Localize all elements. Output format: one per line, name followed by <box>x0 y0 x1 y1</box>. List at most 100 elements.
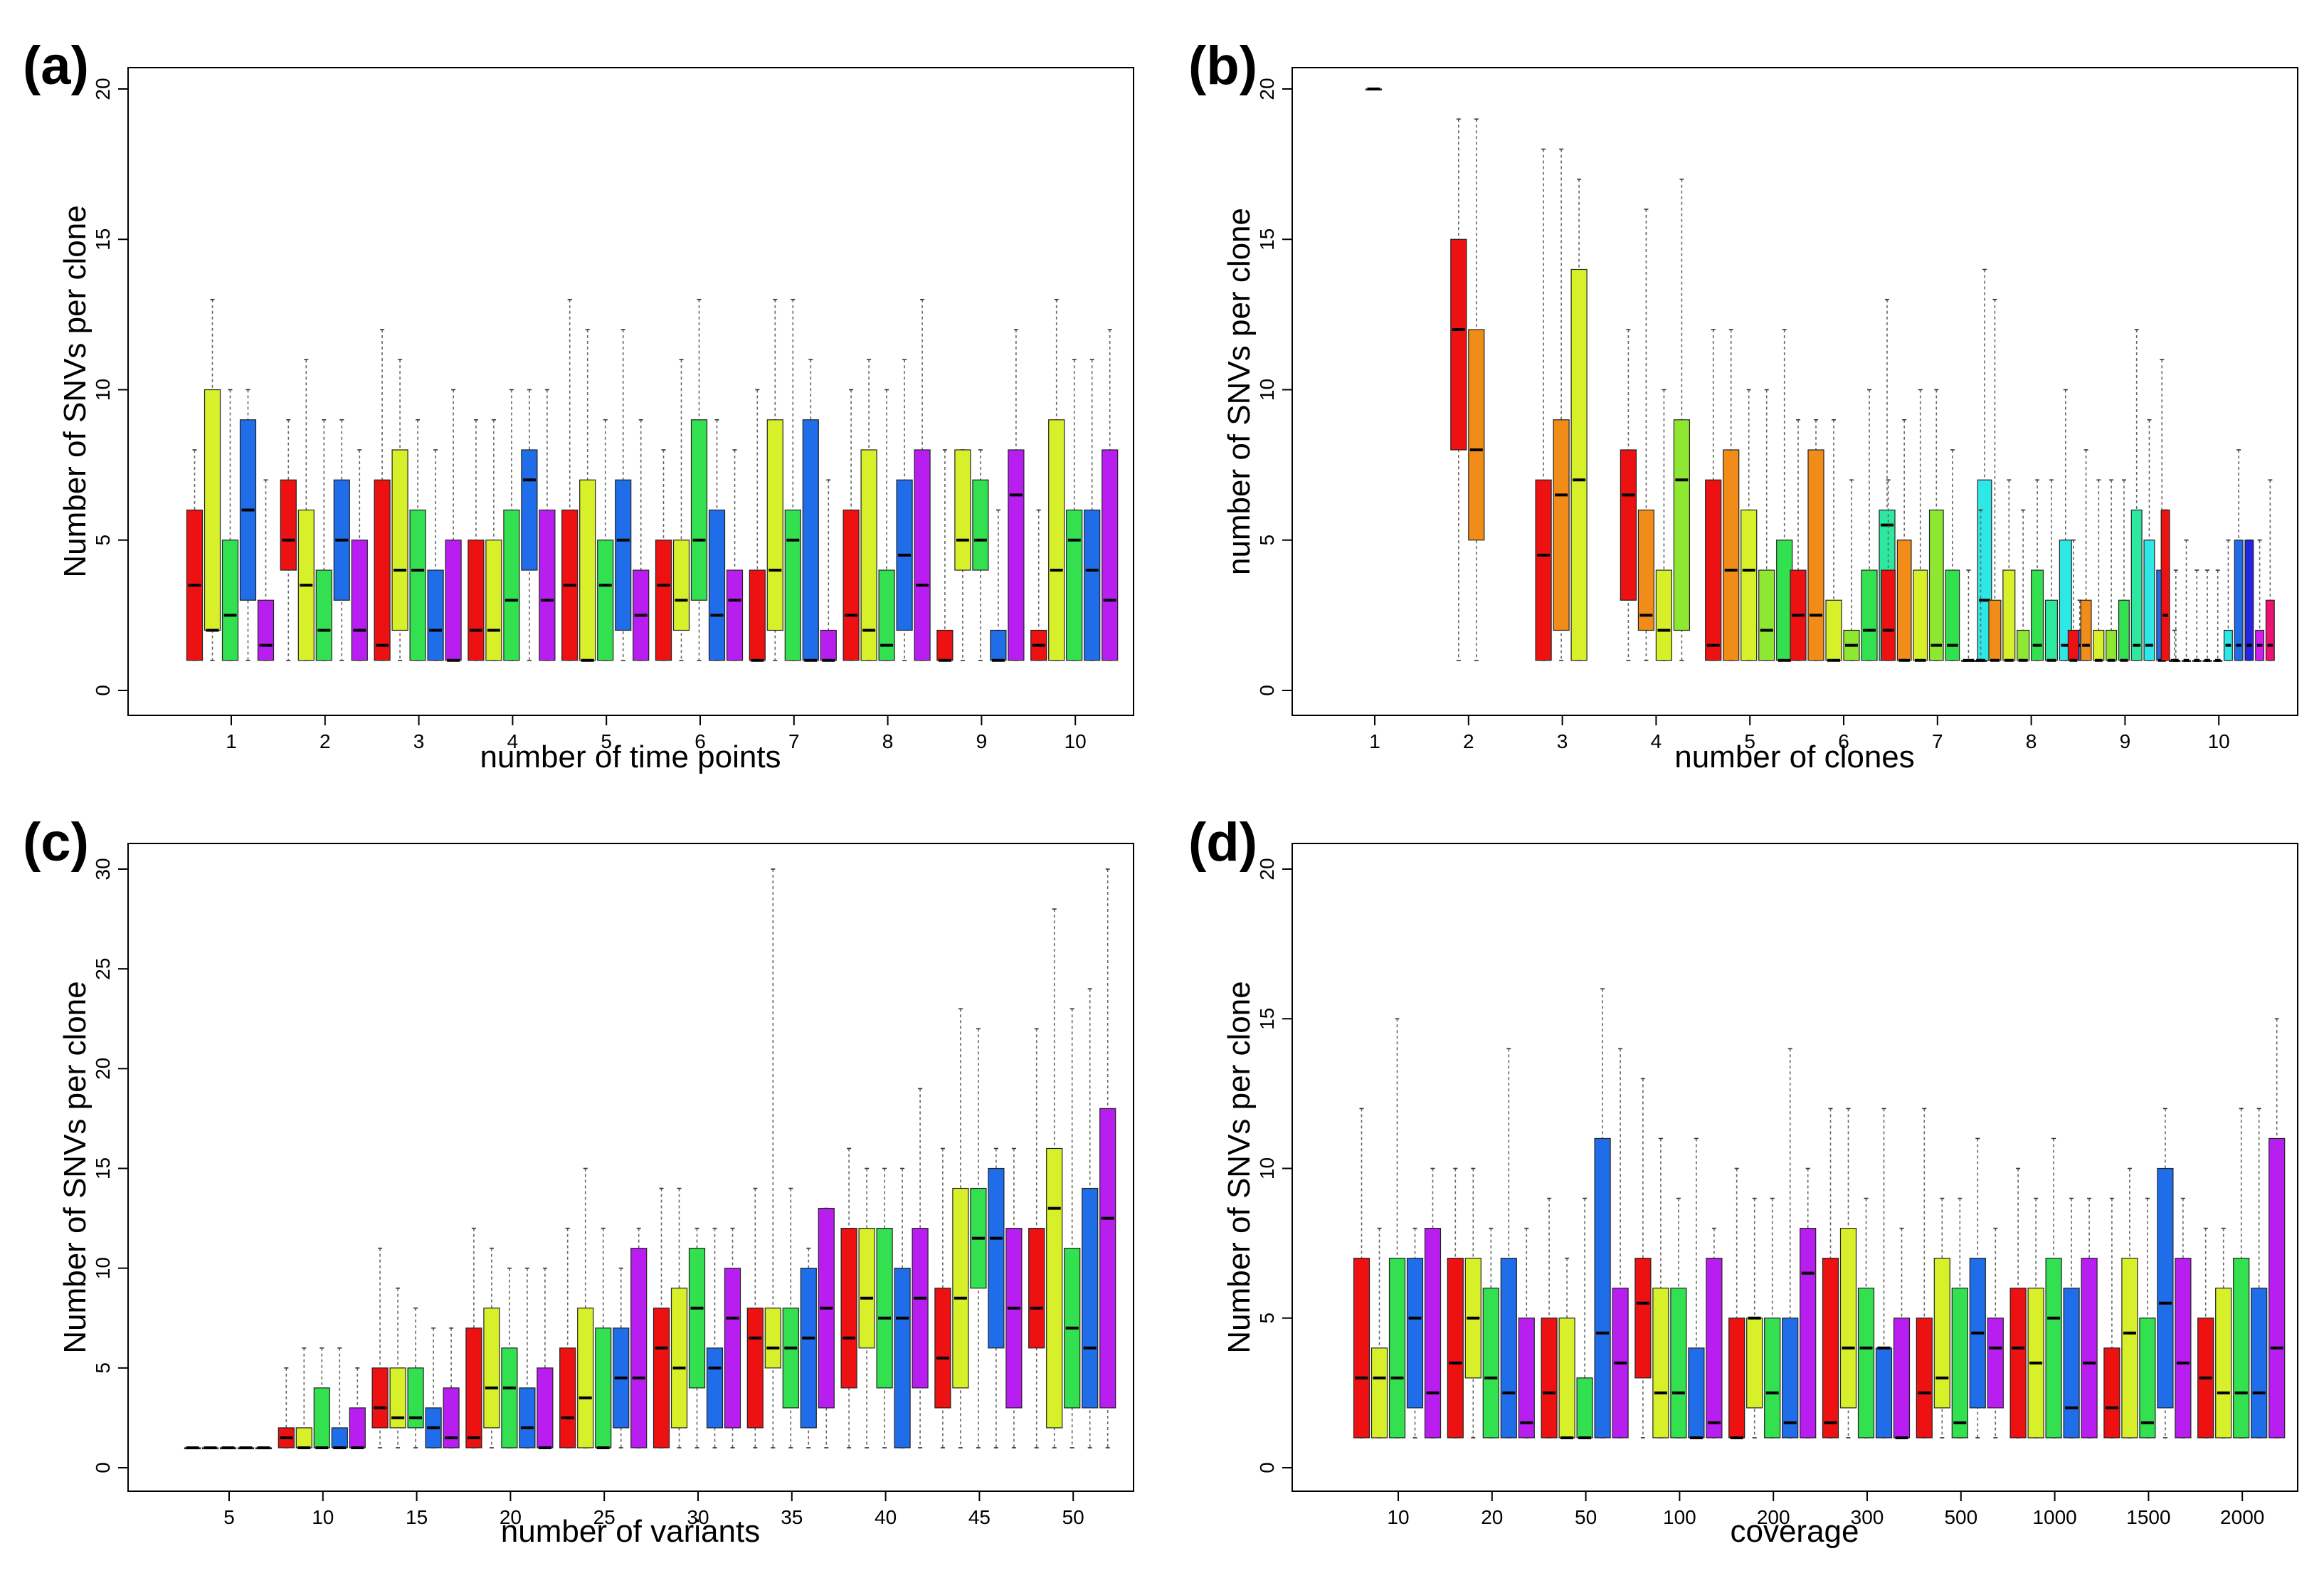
y-tick-label: 20 <box>1256 78 1278 100</box>
y-axis-title-b: number of SNVs per clone <box>1222 208 1257 575</box>
box-body <box>2002 569 2016 661</box>
box-body <box>1776 540 1793 661</box>
box-c-45-5 <box>1005 1147 1023 1449</box>
box-body <box>1046 1147 1063 1429</box>
box-body <box>954 449 971 571</box>
box-c-35-2 <box>764 868 781 1449</box>
box-body <box>746 1308 764 1429</box>
box-c-10-2 <box>295 1347 312 1449</box>
box-body <box>519 1387 536 1449</box>
box-body <box>690 419 708 601</box>
box-b-10-5 <box>2202 569 2212 662</box>
x-axis-title-c: number of variants <box>501 1514 760 1549</box>
box-body <box>1028 1227 1045 1349</box>
box-body <box>2118 599 2130 661</box>
box-body <box>843 509 860 661</box>
box-body <box>936 629 954 661</box>
box-b-2-2 <box>1468 118 1485 661</box>
box-body <box>315 569 332 661</box>
box-a-1-3 <box>221 389 239 661</box>
y-tick-label: 0 <box>92 1462 114 1473</box>
box-c-20-4 <box>519 1267 536 1449</box>
box-body <box>2009 1288 2027 1439</box>
box-body <box>1688 1347 1705 1439</box>
box-body <box>1928 509 1944 661</box>
y-tick-label: 15 <box>92 1157 114 1179</box>
y-tick-label: 15 <box>1256 228 1278 251</box>
box-d-500-1 <box>1916 1108 1933 1439</box>
box-d-500-3 <box>1951 1197 1968 1439</box>
x-tick-label: 9 <box>2120 730 2131 752</box>
box-c-40-5 <box>912 1088 929 1449</box>
box-b-5-3 <box>1741 389 1758 661</box>
box-body <box>597 540 614 661</box>
box-c-30-5 <box>724 1227 741 1449</box>
panel-b: (b) 0 5 10 15 20 1 2 3 4 5 6 7 8 9 10 number of clone… <box>1188 36 2298 774</box>
box-d-300-1 <box>1822 1108 1839 1439</box>
box-body <box>878 569 895 661</box>
box-body <box>1084 509 1101 661</box>
box-body <box>1424 1227 1442 1439</box>
box-body <box>706 1347 724 1429</box>
box-body <box>1705 479 1722 661</box>
box-body <box>374 479 391 661</box>
box-b-4-2 <box>1637 209 1654 661</box>
box-b-7-5 <box>1945 449 1960 661</box>
box-b-10-7 <box>2223 539 2233 661</box>
box-d-200-5 <box>1800 1167 1817 1439</box>
box-a-7-1 <box>749 389 766 662</box>
box-body <box>802 419 819 661</box>
box-body <box>988 1167 1005 1349</box>
box-c-5-5 <box>255 1446 273 1450</box>
box-b-6-3 <box>1825 419 1842 662</box>
box-body <box>1048 419 1065 661</box>
box-d-1000-1 <box>2009 1167 2027 1439</box>
y-tick-label: 30 <box>92 858 114 880</box>
box-d-20-3 <box>1482 1227 1499 1439</box>
box-body <box>2044 599 2058 661</box>
box-body <box>313 1387 330 1449</box>
box-body <box>1706 1258 1723 1439</box>
x-tick-label: 20 <box>500 1506 522 1528</box>
box-body <box>501 1347 518 1449</box>
box-c-25-5 <box>630 1227 648 1449</box>
box-a-9-1 <box>936 449 954 662</box>
box-body <box>443 1387 460 1449</box>
box-c-50-4 <box>1082 988 1099 1449</box>
box-a-2-1 <box>280 419 297 661</box>
box-body <box>1388 1258 1406 1439</box>
box-d-300-4 <box>1875 1108 1893 1439</box>
box-c-50-3 <box>1064 1008 1081 1449</box>
box-body <box>427 569 444 661</box>
box-d-10-4 <box>1406 1227 1424 1439</box>
y-tick-label: 20 <box>92 78 114 100</box>
box-body <box>2215 1288 2232 1439</box>
y-axis-title-a: Number of SNVs per clone <box>58 205 93 577</box>
box-a-7-5 <box>820 479 837 662</box>
box-c-40-4 <box>894 1167 911 1449</box>
box-body <box>537 1367 554 1449</box>
box-d-20-5 <box>1518 1227 1535 1439</box>
box-c-30-3 <box>688 1227 706 1449</box>
box-body <box>2080 599 2092 661</box>
box-body <box>280 479 297 571</box>
box-body <box>1881 569 1896 661</box>
box-c-5-3 <box>219 1446 237 1450</box>
box-d-2000-1 <box>2197 1227 2214 1439</box>
box-d-1500-2 <box>2121 1167 2138 1439</box>
box-d-100-3 <box>1670 1197 1687 1439</box>
box-a-3-1 <box>374 329 391 661</box>
box-b-8-6 <box>2044 479 2058 662</box>
x-tick-label: 25 <box>593 1506 616 1528</box>
box-body <box>858 1227 875 1349</box>
box-body <box>559 1347 576 1449</box>
box-c-40-3 <box>876 1167 893 1449</box>
box-d-10-2 <box>1370 1227 1388 1439</box>
box-d-2000-2 <box>2215 1227 2232 1439</box>
box-a-4-3 <box>503 389 520 661</box>
box-body <box>1558 1318 1575 1439</box>
box-b-10-8 <box>2234 449 2244 661</box>
box-a-5-4 <box>615 329 632 661</box>
box-body <box>1634 1258 1652 1379</box>
box-a-1-5 <box>257 479 275 661</box>
